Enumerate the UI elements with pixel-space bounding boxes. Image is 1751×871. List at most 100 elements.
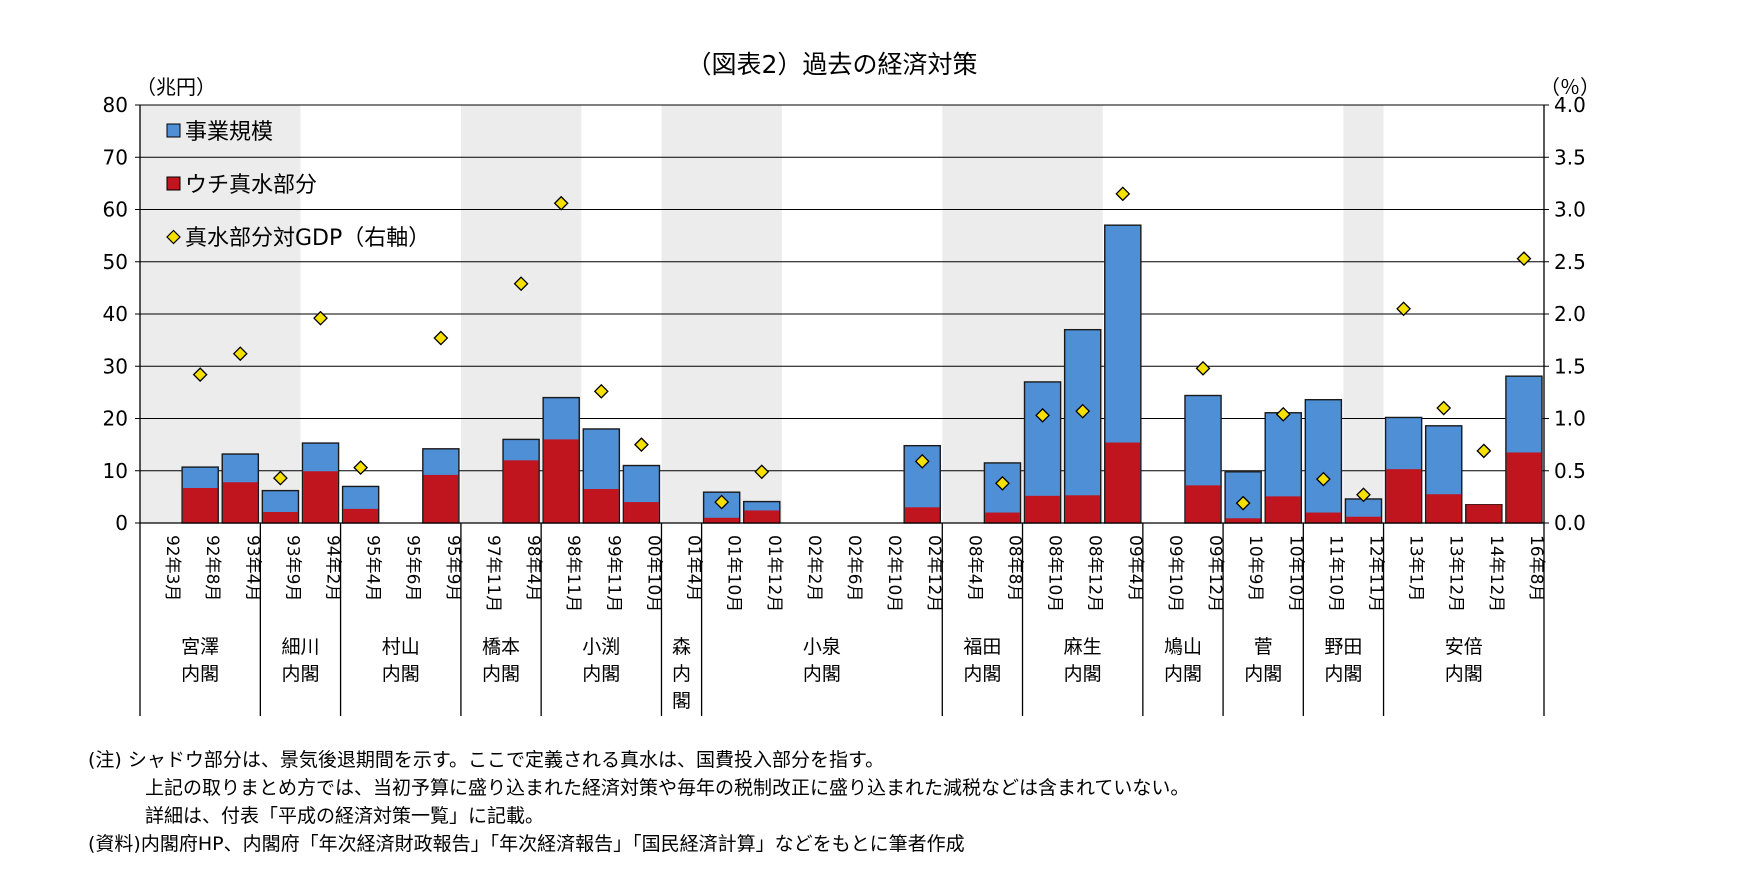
right-tick-label: 2.5 [1554,250,1586,274]
point-gdp-ratio [553,195,569,211]
bar-fiscal-spending [1065,495,1101,523]
cabinet-label: 内閣 [1164,663,1202,685]
x-tick-label: 14年12月 [1486,535,1506,612]
left-axis-unit: （兆円） [136,75,216,99]
right-tick-label: 3.0 [1554,198,1586,222]
bar-fiscal-spending [303,471,338,523]
x-tick-label: 94年2月 [323,535,343,601]
legend-item-fiscal-spending-label: ウチ真水部分 [185,173,317,198]
cabinet-label: 村山 [382,636,420,658]
x-tick-label: 08年10月 [1045,535,1065,612]
chart-title: （図表2）過去の経済対策 [687,50,978,79]
cabinet-label: 宮澤 [181,636,219,658]
bar-fiscal-spending [1506,452,1542,523]
x-tick-label: 97年11月 [483,535,503,612]
x-tick-label: 09年12月 [1205,535,1225,612]
point-gdp-ratio [754,464,770,480]
bar-fiscal-spending [1105,442,1141,523]
left-tick-label: 30 [103,354,128,378]
x-tick-label: 01年10月 [724,535,744,612]
point-gdp-ratio [513,276,529,292]
bar-fiscal-spending [744,510,780,523]
bar-fiscal-spending [182,487,218,523]
point-gdp-ratio [914,453,930,469]
point-gdp-ratio [313,310,328,326]
bar-fiscal-spending [1265,496,1301,523]
point-gdp-ratio [1235,495,1251,511]
left-tick-label: 80 [103,93,128,117]
bar-fiscal-spending [583,489,619,523]
x-tick-label: 99年11月 [603,535,623,612]
point-gdp-ratio [1115,186,1131,202]
left-tick-label: 60 [103,198,128,222]
x-tick-label: 95年6月 [403,535,423,601]
x-tick-label: 93年4月 [242,535,262,601]
cabinet-label: 閣 [672,690,691,712]
x-tick-label: 95年4月 [363,535,383,601]
point-gdp-ratio [192,367,208,383]
cabinet-label: 内閣 [382,663,420,685]
right-tick-label: 4.0 [1554,93,1586,117]
point-gdp-ratio [1516,251,1532,267]
point-gdp-ratio [714,494,730,510]
right-tick-label: 1.0 [1554,407,1586,431]
cabinet-label: 内閣 [1445,663,1483,685]
point-gdp-ratio [1476,443,1492,459]
cabinet-label: 森 [672,636,691,658]
x-tick-label: 09年10月 [1165,535,1185,612]
cabinet-label: 野田 [1324,636,1362,658]
legend-item-business-scale-swatch [166,123,181,138]
right-tick-label: 0.5 [1554,459,1586,483]
bar-fiscal-spending [1185,485,1221,523]
bar-fiscal-spending [222,482,258,523]
point-gdp-ratio [1195,360,1211,376]
right-axis-unit: （％） [1540,75,1600,99]
x-tick-label: 08年4月 [964,535,984,601]
legend-item-business-scale-label: 事業規模 [185,120,273,145]
x-tick-label: 08年12月 [1085,535,1105,612]
cabinet-label: 内閣 [482,663,520,685]
left-tick-label: 40 [103,302,128,326]
right-tick-label: 0.0 [1554,511,1586,535]
bar-business-scale [1063,328,1102,524]
x-tick-label: 10年10月 [1285,535,1305,612]
point-gdp-ratio [1436,400,1452,416]
x-tick-label: 12年11月 [1365,535,1385,612]
left-tick-label: 10 [103,459,128,483]
bar-fiscal-spending [423,474,459,523]
point-gdp-ratio [1275,406,1291,422]
x-tick-label: 16年8月 [1526,535,1546,601]
cabinet-label: 内閣 [1324,663,1362,685]
note-line-2: 上記の取りまとめ方では、当初予算に盛り込まれた経済対策や毎年の税制改正に盛り込ま… [145,777,1190,799]
point-gdp-ratio [634,437,649,453]
x-tick-label: 01年12月 [764,535,784,612]
x-tick-label: 02年12月 [924,535,944,612]
bar-fiscal-spending [543,439,579,523]
x-tick-label: 01年4月 [684,535,704,601]
point-gdp-ratio [1075,403,1091,419]
x-tick-label: 11年10月 [1325,535,1345,612]
cabinet-label: 内閣 [963,663,1001,685]
x-tick-label: 02年6月 [844,535,864,601]
point-gdp-ratio [272,470,288,486]
source-note: (資料)内閣府HP、内閣府「年次経済財政報告」「年次経済報告」「国民経済計算」な… [88,833,965,855]
point-gdp-ratio [433,330,449,346]
x-tick-label: 13年1月 [1406,535,1426,601]
bar-fiscal-spending [343,508,378,523]
cabinet-label: 福田 [963,636,1001,658]
bar-fiscal-spending [904,507,940,523]
left-tick-label: 50 [103,250,128,274]
x-tick-label: 02年10月 [884,535,904,612]
note-line-1: (注) シャドウ部分は、景気後退期間を示す。ここで定義される真水は、国費投入部分… [88,749,885,771]
bar-fiscal-spending [263,512,298,523]
left-tick-label: 20 [103,407,128,431]
legend-item-fiscal-spending-swatch [166,176,181,191]
point-gdp-ratio [353,460,369,476]
bar-fiscal-spending [985,512,1020,523]
x-tick-label: 02年2月 [804,535,824,601]
cabinet-label: 内閣 [1244,663,1282,685]
bar-fiscal-spending [624,502,659,523]
cabinet-label: 小渕 [582,636,620,658]
x-tick-label: 98年11月 [563,535,583,612]
